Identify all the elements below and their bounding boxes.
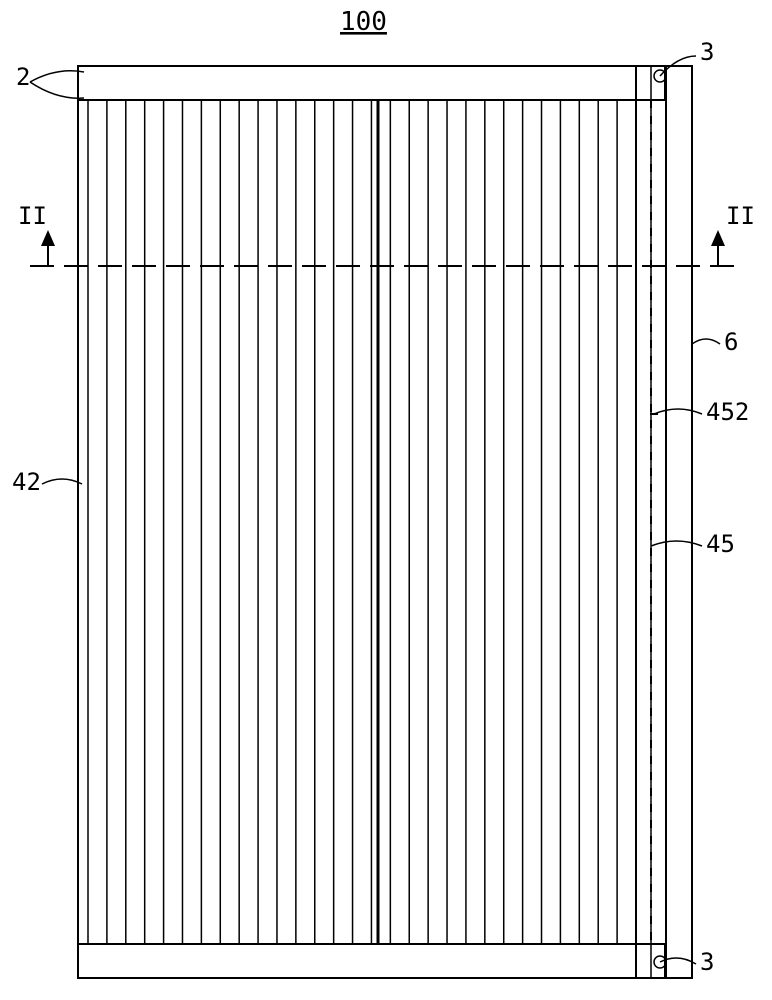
diagram-svg: 100 II II 2 3 3 6 452 42 45 xyxy=(0,0,772,1000)
callout-label-45: 45 xyxy=(706,530,735,558)
outer-frame xyxy=(78,66,692,978)
callout-label-3: 3 xyxy=(700,38,714,66)
callout-label-6: 6 xyxy=(724,328,738,356)
callout-label-3: 3 xyxy=(700,948,714,976)
bottom-bar xyxy=(78,944,665,978)
callout-label-2: 2 xyxy=(16,63,30,91)
callout-label-452: 452 xyxy=(706,398,749,426)
callout-label-42: 42 xyxy=(12,468,41,496)
title-label: 100 xyxy=(340,7,387,37)
section-label-left: II xyxy=(18,202,47,230)
top-bar xyxy=(78,66,665,100)
section-label-right: II xyxy=(726,202,755,230)
